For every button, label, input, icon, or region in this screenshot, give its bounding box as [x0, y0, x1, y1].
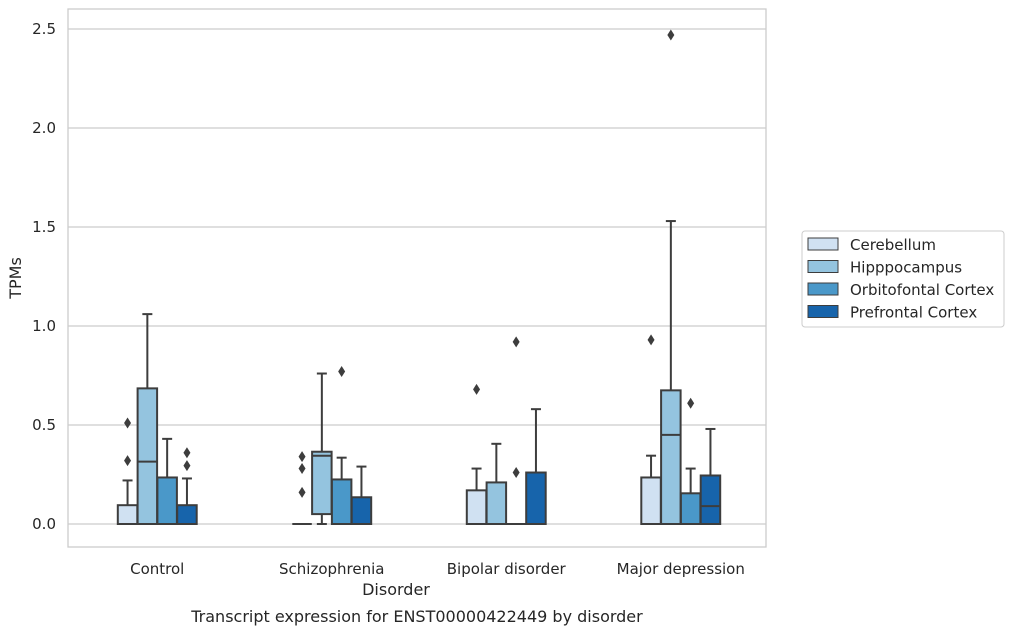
legend-label-hipppocampus: Hipppocampus: [850, 259, 962, 277]
y-axis-ticks: 0.0 0.5 1.0 1.5 2.0 2.5: [32, 20, 56, 533]
box-body: [311, 450, 333, 516]
box-body: [525, 471, 547, 525]
box-body: [176, 504, 198, 526]
outlier-point: [687, 397, 695, 409]
box-body: [330, 478, 353, 526]
x-axis-label: Disorder: [362, 580, 430, 599]
legend-label-cerebellum: Cerebellum: [850, 236, 936, 254]
box-body: [350, 496, 373, 525]
x-tick-label-control: Control: [130, 560, 184, 578]
y-tick-label: 2.5: [32, 20, 56, 38]
outlier-point: [667, 29, 675, 41]
y-tick-label: 1.5: [32, 218, 56, 236]
y-tick-label: 1.0: [32, 317, 56, 335]
box-bipolar-disorder-orbitofontal-cortex: [506, 336, 526, 525]
box-major-depression-orbitofontal-cortex: [679, 397, 702, 525]
x-tick-label-schizophrenia: Schizophrenia: [279, 560, 384, 578]
box-body: [136, 387, 159, 525]
outlier-point: [298, 451, 306, 463]
box-bipolar-disorder-hipppocampus: [485, 442, 508, 526]
y-tick-label: 0.0: [32, 515, 56, 533]
legend: Cerebellum Hipppocampus Orbitofontal Corte…: [801, 230, 1005, 328]
box-body: [699, 474, 722, 525]
y-tick-label: 0.5: [32, 416, 56, 434]
legend-swatch-prefrontal-cortex: [807, 305, 839, 318]
box-body: [679, 492, 702, 525]
legend-swatch-hipppocampus: [807, 260, 839, 273]
box-control-cerebellum: [116, 417, 139, 526]
box-bipolar-disorder-prefrontal-cortex: [525, 408, 547, 525]
plot-area-frame: [67, 8, 767, 548]
outlier-point: [298, 486, 306, 498]
box-control-prefrontal-cortex: [176, 447, 198, 526]
box-series: [116, 29, 722, 526]
y-tick-label: 2.0: [32, 119, 56, 137]
outlier-point: [183, 447, 191, 459]
legend-swatch-orbitofontal-cortex: [807, 282, 839, 296]
box-schizophrenia-prefrontal-cortex: [350, 465, 373, 525]
box-control-hipppocampus: [136, 313, 159, 525]
x-tick-label-major-depression: Major depression: [617, 560, 745, 578]
outlier-point: [473, 383, 481, 395]
box-schizophrenia-hipppocampus: [311, 372, 333, 525]
outlier-point: [512, 467, 520, 479]
outlier-point: [338, 366, 346, 378]
legend-swatch-cerebellum: [807, 237, 839, 251]
legend-label-orbitofontal-cortex: Orbitofontal Cortex: [850, 281, 994, 299]
box-body: [660, 389, 682, 525]
outlier-point: [183, 460, 191, 472]
box-major-depression-prefrontal-cortex: [699, 427, 722, 525]
outlier-point: [647, 334, 655, 346]
box-schizophrenia-cerebellum: [292, 451, 312, 525]
box-schizophrenia-orbitofontal-cortex: [330, 366, 353, 526]
outlier-point: [124, 417, 132, 429]
outlier-point: [124, 455, 132, 467]
box-body: [640, 476, 662, 525]
box-major-depression-hipppocampus: [660, 29, 682, 525]
box-body: [116, 504, 139, 526]
y-axis-label: TPMs: [6, 257, 25, 300]
legend-label-prefrontal-cortex: Prefrontal Cortex: [850, 304, 977, 322]
legend-frame: [801, 230, 1005, 328]
box-major-depression-cerebellum: [640, 334, 662, 525]
chart-caption: Transcript expression for ENST0000042244…: [190, 607, 643, 626]
box-bipolar-disorder-cerebellum: [465, 383, 488, 525]
x-tick-label-bipolar-disorder: Bipolar disorder: [447, 560, 567, 578]
outlier-point: [298, 463, 306, 475]
box-body: [485, 481, 508, 526]
outlier-point: [512, 336, 520, 348]
x-axis-ticks: Control Schizophrenia Bipolar disorder Majo…: [130, 560, 745, 578]
box-control-orbitofontal-cortex: [156, 437, 178, 525]
box-body: [465, 489, 488, 525]
box-body: [156, 476, 178, 525]
